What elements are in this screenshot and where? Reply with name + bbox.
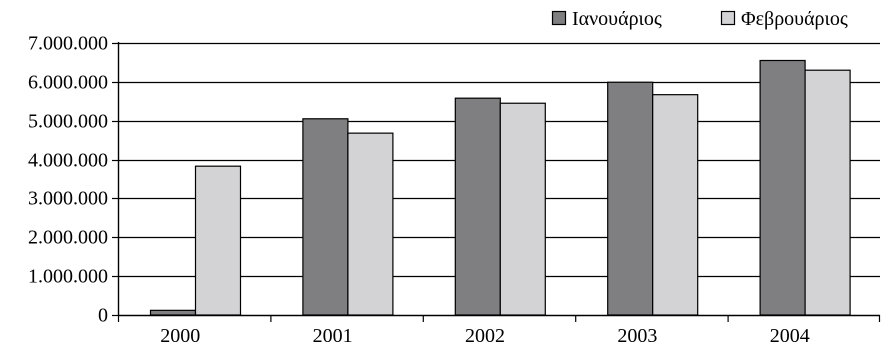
axes: [112, 42, 881, 322]
bar-2000-series-1: [194, 165, 242, 316]
x-tick-label: 2004: [770, 325, 810, 347]
x-axis-tick-labels: 2000 2001 2002 2003 2004: [160, 325, 810, 347]
legend-label-series-1: Φεβρουάριος: [741, 8, 848, 30]
bar-2002-series-0: [454, 97, 501, 316]
y-tick-label: 1.000.000: [28, 266, 108, 288]
bar-2004-series-0: [759, 59, 806, 316]
bar-2004-series-1: [804, 69, 851, 316]
y-tick-label: 0: [98, 305, 108, 327]
x-tick-label: 2000: [160, 325, 200, 347]
y-tick-label: 2.000.000: [28, 227, 108, 249]
legend: Ιανουάριος Φεβρουάριος: [551, 8, 848, 30]
legend-label-series-0: Ιανουάριος: [572, 8, 662, 30]
y-tick-label: 6.000.000: [28, 72, 108, 94]
bar-2000-series-0: [149, 309, 197, 316]
x-tick-label: 2002: [465, 325, 505, 347]
bar-2002-series-1: [499, 102, 546, 316]
y-tick-label: 7.000.000: [28, 33, 108, 55]
y-tick-label: 5.000.000: [28, 111, 108, 133]
legend-swatch-series-0: [551, 10, 567, 26]
legend-swatch-series-1: [720, 10, 736, 26]
bar-2003-series-1: [652, 94, 699, 316]
bar-2001-series-1: [347, 132, 394, 316]
x-tick-label: 2003: [617, 325, 657, 347]
bar-2001-series-0: [302, 118, 349, 316]
bars: [149, 59, 851, 316]
bar-2003-series-0: [607, 81, 654, 316]
y-tick-label: 4.000.000: [28, 150, 108, 172]
x-tick-label: 2001: [313, 325, 353, 347]
y-tick-label: 3.000.000: [28, 188, 108, 210]
y-axis-tick-labels: 0 1.000.000 2.000.000 3.000.000 4.000.000 5.0…: [28, 33, 108, 327]
